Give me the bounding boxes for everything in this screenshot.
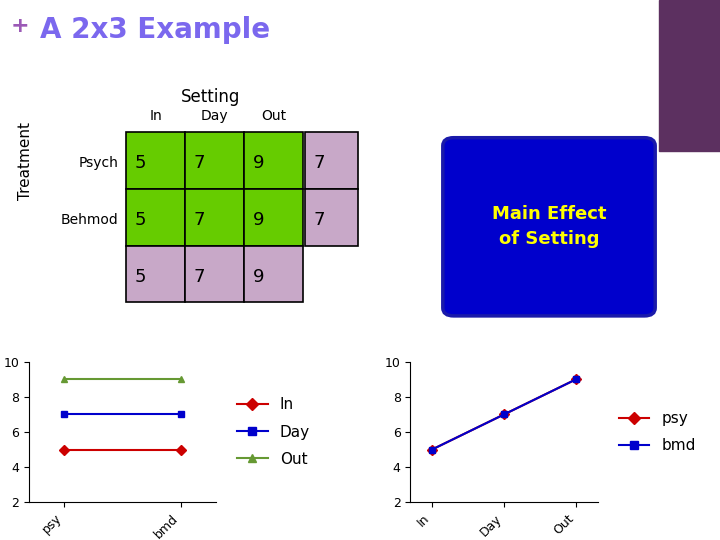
Text: 7: 7 — [194, 211, 205, 229]
Text: 5: 5 — [135, 211, 146, 229]
Text: 7: 7 — [194, 268, 205, 286]
Text: In: In — [149, 109, 162, 123]
Text: Treatment: Treatment — [18, 122, 32, 200]
Text: 9: 9 — [253, 154, 264, 172]
Text: 7: 7 — [194, 154, 205, 172]
Text: Day: Day — [201, 109, 228, 123]
Text: 5: 5 — [135, 268, 146, 286]
Legend: In, Day, Out: In, Day, Out — [231, 391, 316, 473]
Text: Setting: Setting — [181, 89, 240, 106]
Text: 5: 5 — [135, 154, 146, 172]
Text: 7: 7 — [314, 211, 325, 229]
Text: 9: 9 — [253, 268, 264, 286]
Text: 9: 9 — [253, 211, 264, 229]
Text: Out: Out — [261, 109, 286, 123]
Text: 7: 7 — [314, 154, 325, 172]
Text: Behmod: Behmod — [61, 213, 119, 227]
Text: +: + — [11, 16, 30, 36]
Text: Psych: Psych — [79, 157, 119, 171]
Text: A 2x3 Example: A 2x3 Example — [40, 16, 270, 44]
Text: Main Effect
of Setting: Main Effect of Setting — [492, 205, 606, 248]
Legend: psy, bmd: psy, bmd — [613, 405, 702, 459]
